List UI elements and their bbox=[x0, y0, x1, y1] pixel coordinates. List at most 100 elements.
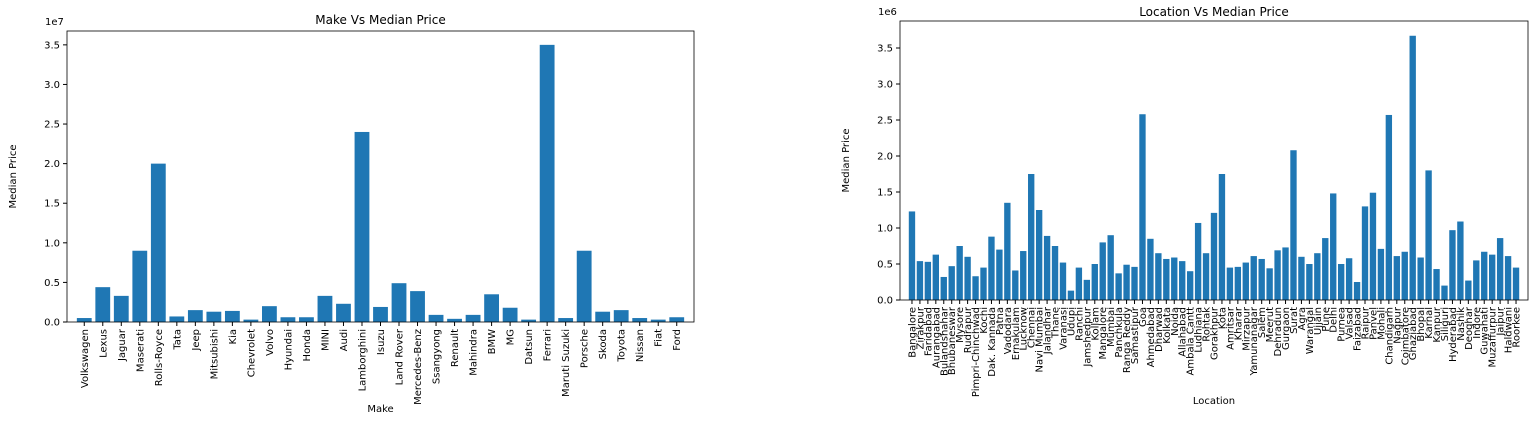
bar bbox=[1258, 258, 1265, 300]
bar bbox=[1107, 235, 1114, 300]
x-tick-label: Zirakpur bbox=[915, 306, 926, 349]
bar bbox=[1369, 192, 1377, 300]
bar bbox=[336, 303, 351, 322]
bar bbox=[1250, 256, 1257, 300]
bar bbox=[1337, 264, 1345, 300]
bar bbox=[1115, 273, 1122, 300]
x-tick-label: Ludhiana bbox=[1194, 307, 1205, 353]
bar bbox=[317, 295, 333, 322]
x-axis-label: Location bbox=[1193, 396, 1235, 407]
x-tick-label: Jaguar bbox=[117, 328, 128, 362]
x-tick-label: Guwahati bbox=[1480, 307, 1491, 355]
bar bbox=[613, 310, 629, 322]
x-tick-label: Volkswagen bbox=[80, 329, 91, 388]
y-tick-label: 3.0 bbox=[44, 80, 60, 91]
bar bbox=[1099, 242, 1106, 300]
x-tick-label: Skoda bbox=[598, 329, 609, 359]
x-tick-label: Salem bbox=[1257, 307, 1268, 338]
x-tick-label: Vadodara bbox=[1003, 307, 1014, 354]
x-tick-label: Muzaffurpur bbox=[1488, 306, 1499, 367]
bar bbox=[1496, 238, 1504, 300]
x-tick-label: Yamunanagar bbox=[1249, 306, 1260, 376]
x-tick-label: Gorakhpur bbox=[1210, 306, 1221, 360]
x-tick-label: Raipur bbox=[1361, 306, 1372, 339]
bar bbox=[169, 316, 185, 322]
bar bbox=[932, 254, 939, 300]
x-tick-label: Maserati bbox=[135, 329, 146, 372]
bar bbox=[373, 306, 388, 322]
bar bbox=[539, 44, 555, 322]
bar bbox=[1004, 202, 1011, 300]
bar bbox=[1051, 246, 1059, 300]
x-tick-label: Delhi bbox=[1329, 307, 1340, 333]
bar bbox=[1155, 253, 1162, 300]
x-tick-label: Ghaziabad bbox=[1408, 307, 1419, 360]
bar bbox=[1131, 266, 1138, 300]
y-tick-label: 1.5 bbox=[44, 199, 60, 210]
bar bbox=[280, 317, 296, 322]
bar bbox=[187, 310, 203, 322]
x-tick-label: Bulandshahar bbox=[939, 306, 950, 376]
x-tick-label: Ahmedabad bbox=[1146, 307, 1157, 367]
bar bbox=[1028, 174, 1035, 300]
bar bbox=[150, 163, 166, 322]
bar bbox=[1202, 253, 1210, 300]
x-tick-label: Surat bbox=[1289, 307, 1300, 334]
bar bbox=[1171, 257, 1178, 300]
bar bbox=[1266, 268, 1273, 300]
bar bbox=[1147, 238, 1154, 300]
bar bbox=[76, 318, 92, 322]
y-tick-label: 1.5 bbox=[877, 188, 893, 199]
bar bbox=[1282, 247, 1289, 300]
x-tick-label: Kollam bbox=[1090, 307, 1101, 341]
bar bbox=[1274, 250, 1281, 300]
x-tick-label: Land Rover bbox=[395, 328, 406, 385]
x-tick-label: Patna bbox=[995, 307, 1006, 335]
x-tick-label: Haldwani bbox=[1504, 307, 1515, 353]
x-tick-label: Volvo bbox=[265, 329, 276, 356]
bar bbox=[465, 314, 481, 322]
x-tick-label: Allahabad bbox=[1178, 307, 1189, 357]
bar bbox=[1330, 193, 1337, 300]
x-tick-label: Mumbai bbox=[1106, 307, 1117, 347]
x-tick-label: Roorkee bbox=[1512, 307, 1523, 348]
bar bbox=[1242, 262, 1249, 300]
x-tick-label: Pimpri-Chinchwad bbox=[971, 307, 982, 397]
y-tick-label: 2.0 bbox=[44, 159, 60, 170]
x-tick-label: Navi Mumbai bbox=[1035, 307, 1046, 372]
bar bbox=[1035, 210, 1043, 300]
bar bbox=[1481, 251, 1488, 300]
y-tick-label: 0.0 bbox=[44, 318, 60, 329]
bar bbox=[1123, 264, 1130, 300]
bar bbox=[650, 319, 666, 322]
x-tick-label: Ford bbox=[672, 329, 683, 351]
x-tick-label: Goa bbox=[1138, 307, 1149, 327]
bar bbox=[908, 211, 916, 300]
bar bbox=[1449, 230, 1456, 300]
y-tick-label: 0.5 bbox=[877, 260, 893, 271]
bar bbox=[428, 314, 444, 322]
bar bbox=[1091, 264, 1098, 300]
x-tick-label: Dehradun bbox=[1273, 307, 1284, 356]
x-tick-label: Honda bbox=[302, 329, 313, 361]
x-tick-label: Bhubaneswar bbox=[947, 306, 958, 375]
x-tick-label: Chennai bbox=[1027, 307, 1038, 348]
bar bbox=[1322, 238, 1329, 300]
x-tick-label: Panchkula bbox=[1114, 307, 1125, 358]
x-tick-label: Kochi bbox=[979, 307, 990, 334]
x-tick-label: Jalandhar bbox=[1043, 306, 1054, 355]
x-tick-label: Audi bbox=[339, 329, 350, 351]
bar bbox=[1075, 267, 1083, 300]
x-tick-label: Karnal bbox=[1424, 307, 1435, 339]
x-tick-label: Mysore bbox=[955, 307, 966, 343]
bar bbox=[1441, 285, 1448, 300]
x-tick-label: Nashik bbox=[1456, 307, 1467, 341]
x-tick-label: Ambala Cantt bbox=[1186, 307, 1197, 376]
bar bbox=[262, 306, 277, 322]
bar bbox=[1043, 235, 1051, 300]
x-tick-label: Tata bbox=[172, 329, 183, 351]
x-tick-label: Datsun bbox=[524, 329, 535, 365]
bar bbox=[669, 317, 685, 322]
bar bbox=[1393, 256, 1400, 300]
bar bbox=[940, 276, 947, 300]
